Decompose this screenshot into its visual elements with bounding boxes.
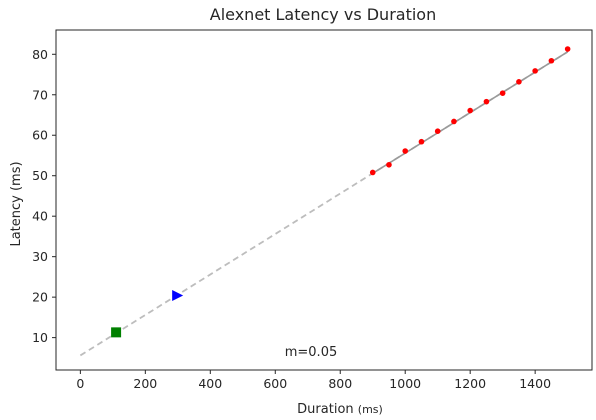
x-tick-label-600: 600 <box>263 376 287 391</box>
y-axis-label: Latency (ms) <box>9 161 24 246</box>
chart-title: Alexnet Latency vs Duration <box>210 5 436 24</box>
y-tick-label-50: 50 <box>32 168 48 183</box>
x-tick-label-1000: 1000 <box>389 376 421 391</box>
x-tick-label-1200: 1200 <box>454 376 486 391</box>
y-axis: 10 20 30 40 50 60 70 80 <box>32 47 56 345</box>
data-point-circle-3 <box>418 138 425 145</box>
data-point-circle-10 <box>532 68 538 74</box>
plot-frame <box>55 29 593 371</box>
y-tick-label-10: 10 <box>32 330 48 345</box>
y-tick-label-30: 30 <box>32 249 48 264</box>
x-tick-label-1400: 1400 <box>519 376 551 391</box>
y-tick-label-60: 60 <box>32 128 48 143</box>
data-point-circle-11 <box>548 57 555 64</box>
data-point-square-0 <box>111 327 122 338</box>
y-tick-label-20: 20 <box>32 290 48 305</box>
x-tick-label-800: 800 <box>328 376 352 391</box>
slope-annotation: m=0.05 <box>285 345 338 360</box>
data-point-circle-6 <box>467 107 473 114</box>
data-point-circle-9 <box>516 79 522 85</box>
x-tick-label-200: 200 <box>133 376 157 391</box>
x-axis-label: Duration (ms) <box>297 402 383 417</box>
x-axis: 0 200 400 600 800 1000 1200 1400 <box>76 370 551 391</box>
data-point-circle-2 <box>402 148 409 154</box>
x-tick-label-0: 0 <box>76 376 84 391</box>
plot-area <box>79 46 571 357</box>
y-tick-label-70: 70 <box>32 87 48 102</box>
data-point-circle-12 <box>564 46 571 52</box>
data-point-circle-8 <box>499 90 506 96</box>
y-tick-label-40: 40 <box>32 209 48 224</box>
data-point-circle-1 <box>386 161 392 168</box>
data-point-circle-7 <box>483 98 490 105</box>
x-tick-label-400: 400 <box>198 376 222 391</box>
data-point-triangle-right-0 <box>172 290 184 302</box>
data-point-circle-5 <box>451 118 457 125</box>
fit-line-dashed <box>79 51 569 357</box>
data-point-circle-4 <box>434 128 441 134</box>
y-tick-label-80: 80 <box>32 47 48 62</box>
data-point-circle-0 <box>369 169 376 176</box>
